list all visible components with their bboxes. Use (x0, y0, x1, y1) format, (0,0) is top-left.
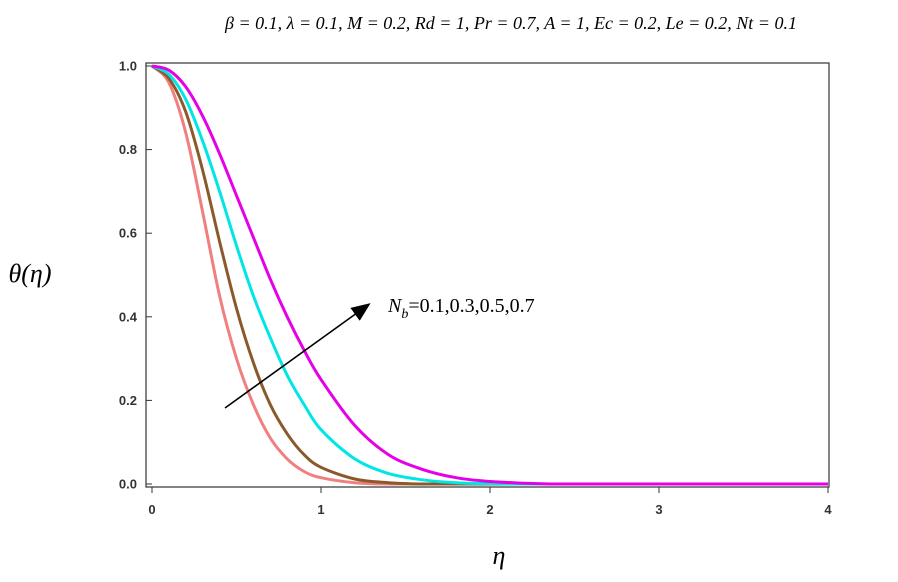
annotation-values: =0.1,0.3,0.5,0.7 (408, 295, 534, 317)
x-tick-label: 2 (486, 502, 493, 517)
x-axis: 0 1 2 3 4 (148, 487, 832, 517)
chart-title: β = 0.1, λ = 0.1, M = 0.2, Rd = 1, Pr = … (224, 13, 797, 33)
x-tick-label: 3 (655, 502, 662, 517)
series-line-4 (151, 64, 828, 486)
y-axis: 0.0 0.2 0.4 0.6 0.8 1.0 (119, 59, 152, 492)
annotation-symbol: N (387, 295, 403, 317)
y-tick-label: 0.8 (119, 142, 137, 157)
x-tick-label: 1 (317, 502, 324, 517)
annotation-subscript: b (401, 307, 408, 322)
y-tick-label: 0.4 (119, 309, 138, 324)
y-tick-label: 0.6 (119, 226, 137, 241)
annotation-arrow (224, 303, 371, 409)
y-axis-label: θ(η) (9, 259, 52, 288)
series-layer (150, 64, 828, 486)
annotation-label: Nb=0.1,0.3,0.5,0.7 (387, 295, 535, 322)
nb-annotation: Nb=0.1,0.3,0.5,0.7 (224, 295, 535, 409)
plot-frame (145, 62, 830, 488)
series-line-2 (151, 64, 828, 486)
x-tick-label: 0 (148, 502, 155, 517)
series-line-1 (150, 64, 828, 486)
series-line-3 (151, 64, 828, 486)
x-tick-label: 4 (824, 502, 832, 517)
y-tick-label: 0.2 (119, 393, 137, 408)
y-tick-label: 0.0 (119, 477, 137, 492)
y-tick-label: 1.0 (119, 59, 137, 74)
x-axis-label: η (493, 541, 506, 570)
